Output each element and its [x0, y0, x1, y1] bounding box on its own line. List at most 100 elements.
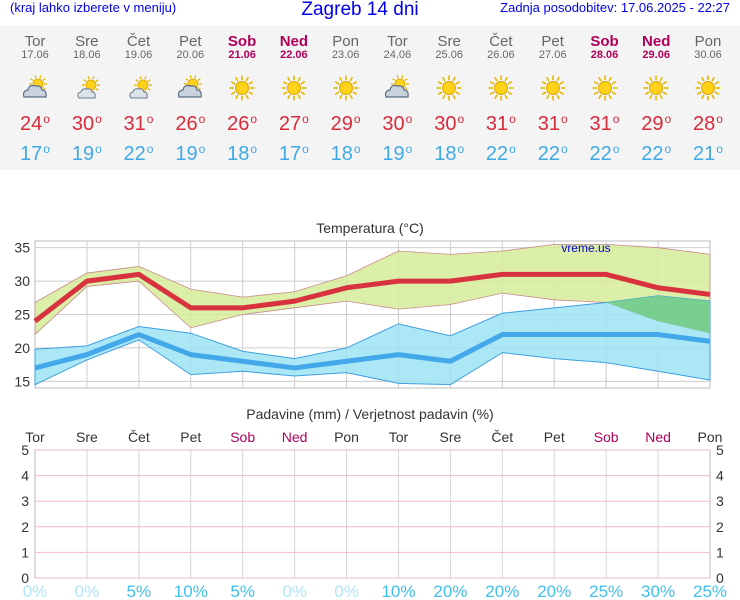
precipitation-probability-label: 10% [381, 582, 415, 600]
precipitation-day-label: Sre [76, 429, 98, 445]
day-date: 29.06 [642, 49, 670, 61]
max-temperature-point [86, 280, 88, 282]
sun-icon [228, 74, 256, 102]
day-name: Sob [227, 33, 257, 50]
max-temperature: 30o [382, 112, 413, 135]
day-name: Ned [279, 33, 309, 50]
precipitation-chart-title: Padavine (mm) / Verjetnost padavin (%) [246, 406, 493, 422]
max-temperature-point [709, 293, 711, 295]
max-temperature: 31o [537, 112, 568, 135]
max-temperature: 30o [71, 112, 102, 135]
min-temperature: 19o [71, 142, 102, 165]
precipitation-probability-label: 5% [230, 582, 255, 600]
sun-icon [642, 74, 670, 102]
precipitation-probability-label: 20% [433, 582, 467, 600]
max-temperature: 31o [123, 112, 154, 135]
sun-icon [332, 74, 360, 102]
max-temperature: 26o [175, 112, 206, 135]
precipitation-plot-area [34, 449, 711, 579]
min-temperature: 18o [227, 142, 258, 165]
max-temperature-point [605, 273, 607, 275]
precipitation-y-tick-label-right: 1 [716, 544, 724, 560]
min-temperature: 22o [123, 142, 154, 165]
min-temperature-point [86, 354, 88, 356]
sun-icon [435, 74, 463, 102]
min-temperature: 17o [20, 142, 50, 165]
precipitation-probability-label: 25% [693, 582, 727, 600]
precipitation-y-tick-label-right: 2 [716, 519, 724, 535]
day-date: 27.06 [538, 49, 567, 61]
temperature-y-tick-label: 20 [14, 340, 30, 356]
precipitation-y-tick-label-right: 4 [716, 468, 724, 484]
precipitation-day-label: Ned [282, 429, 308, 445]
min-temperature: 17o [278, 142, 309, 165]
temperature-y-tick-label: 15 [14, 373, 30, 389]
min-temperature-point [190, 354, 192, 356]
day-date: 19.06 [124, 49, 153, 61]
precipitation-y-tick-label-left: 2 [21, 519, 29, 535]
watermark-label: vreme.us [561, 241, 610, 255]
page-title: Zagreb 14 dni [301, 0, 419, 20]
min-temperature-point [138, 334, 140, 336]
temperature-chart-title: Temperatura (°C) [316, 220, 424, 236]
precipitation-y-tick-label-right: 3 [716, 493, 724, 509]
day-date: 28.06 [590, 49, 619, 61]
precipitation-probability-label: 20% [485, 582, 519, 600]
temperature-y-tick-label: 30 [14, 273, 30, 289]
sun-icon [280, 74, 308, 102]
min-temperature: 18o [434, 142, 465, 165]
day-name: Sre [75, 33, 99, 50]
precipitation-day-label: Pet [544, 429, 565, 445]
max-temperature: 24o [20, 112, 50, 135]
sun-icon [487, 74, 515, 102]
sun-icon [694, 74, 722, 102]
min-temperature-point [346, 360, 348, 362]
max-temperature-point [294, 300, 296, 302]
max-temperature: 31o [589, 112, 620, 135]
max-temperature-point [449, 280, 451, 282]
day-date: 25.06 [435, 49, 463, 61]
max-temperature-line [33, 271, 711, 324]
day-name: Pet [541, 33, 564, 50]
max-temperature: 29o [330, 112, 361, 135]
min-temperature: 22o [589, 142, 620, 165]
max-temperature: 31o [485, 112, 516, 135]
max-temperature-point [138, 273, 140, 275]
precipitation-probability-label: 0% [334, 582, 359, 600]
min-temperature: 19o [175, 142, 206, 165]
max-temperature-point [553, 273, 555, 275]
day-date: 26.06 [487, 49, 515, 61]
header-location-hint[interactable]: (kraj lahko izberete v meniju) [10, 0, 177, 15]
precipitation-probability-label: 10% [174, 582, 208, 600]
day-name: Tor [24, 33, 46, 50]
precipitation-day-label: Tor [389, 429, 409, 445]
max-temperature-point [501, 273, 503, 275]
min-temperature-range-band [34, 295, 711, 386]
precipitation-probability-label: 5% [127, 582, 152, 600]
max-temperature-point [346, 287, 348, 289]
sun-behind-cloud-icon [125, 74, 153, 102]
min-temperature-point [709, 340, 711, 342]
day-name: Pon [694, 33, 722, 50]
sun-icon [539, 74, 567, 102]
max-temperature: 28o [693, 112, 723, 135]
day-name: Pon [332, 33, 359, 50]
last-updated: Zadnja posodobitev: 17.06.2025 - 22:27 [500, 0, 730, 15]
min-temperature: 21o [693, 142, 723, 165]
max-temperature: 30o [434, 112, 465, 135]
partly-cloudy-icon [176, 74, 204, 102]
day-name: Čet [126, 33, 151, 50]
precipitation-probability-label: 25% [589, 582, 623, 600]
precipitation-day-label: Sob [230, 429, 255, 445]
precipitation-y-tick-label-right: 5 [716, 442, 724, 458]
day-date: 18.06 [73, 49, 101, 61]
precipitation-day-label: Ned [645, 429, 671, 445]
precipitation-y-tick-label-left: 4 [21, 468, 29, 484]
precipitation-probability-label: 0% [282, 582, 307, 600]
max-temperature-point [34, 320, 36, 322]
max-temperature-point [397, 280, 399, 282]
precipitation-day-label: Čet [128, 429, 150, 445]
min-temperature-point [501, 334, 503, 336]
day-name: Sre [437, 33, 461, 50]
day-name: Pet [179, 33, 202, 50]
